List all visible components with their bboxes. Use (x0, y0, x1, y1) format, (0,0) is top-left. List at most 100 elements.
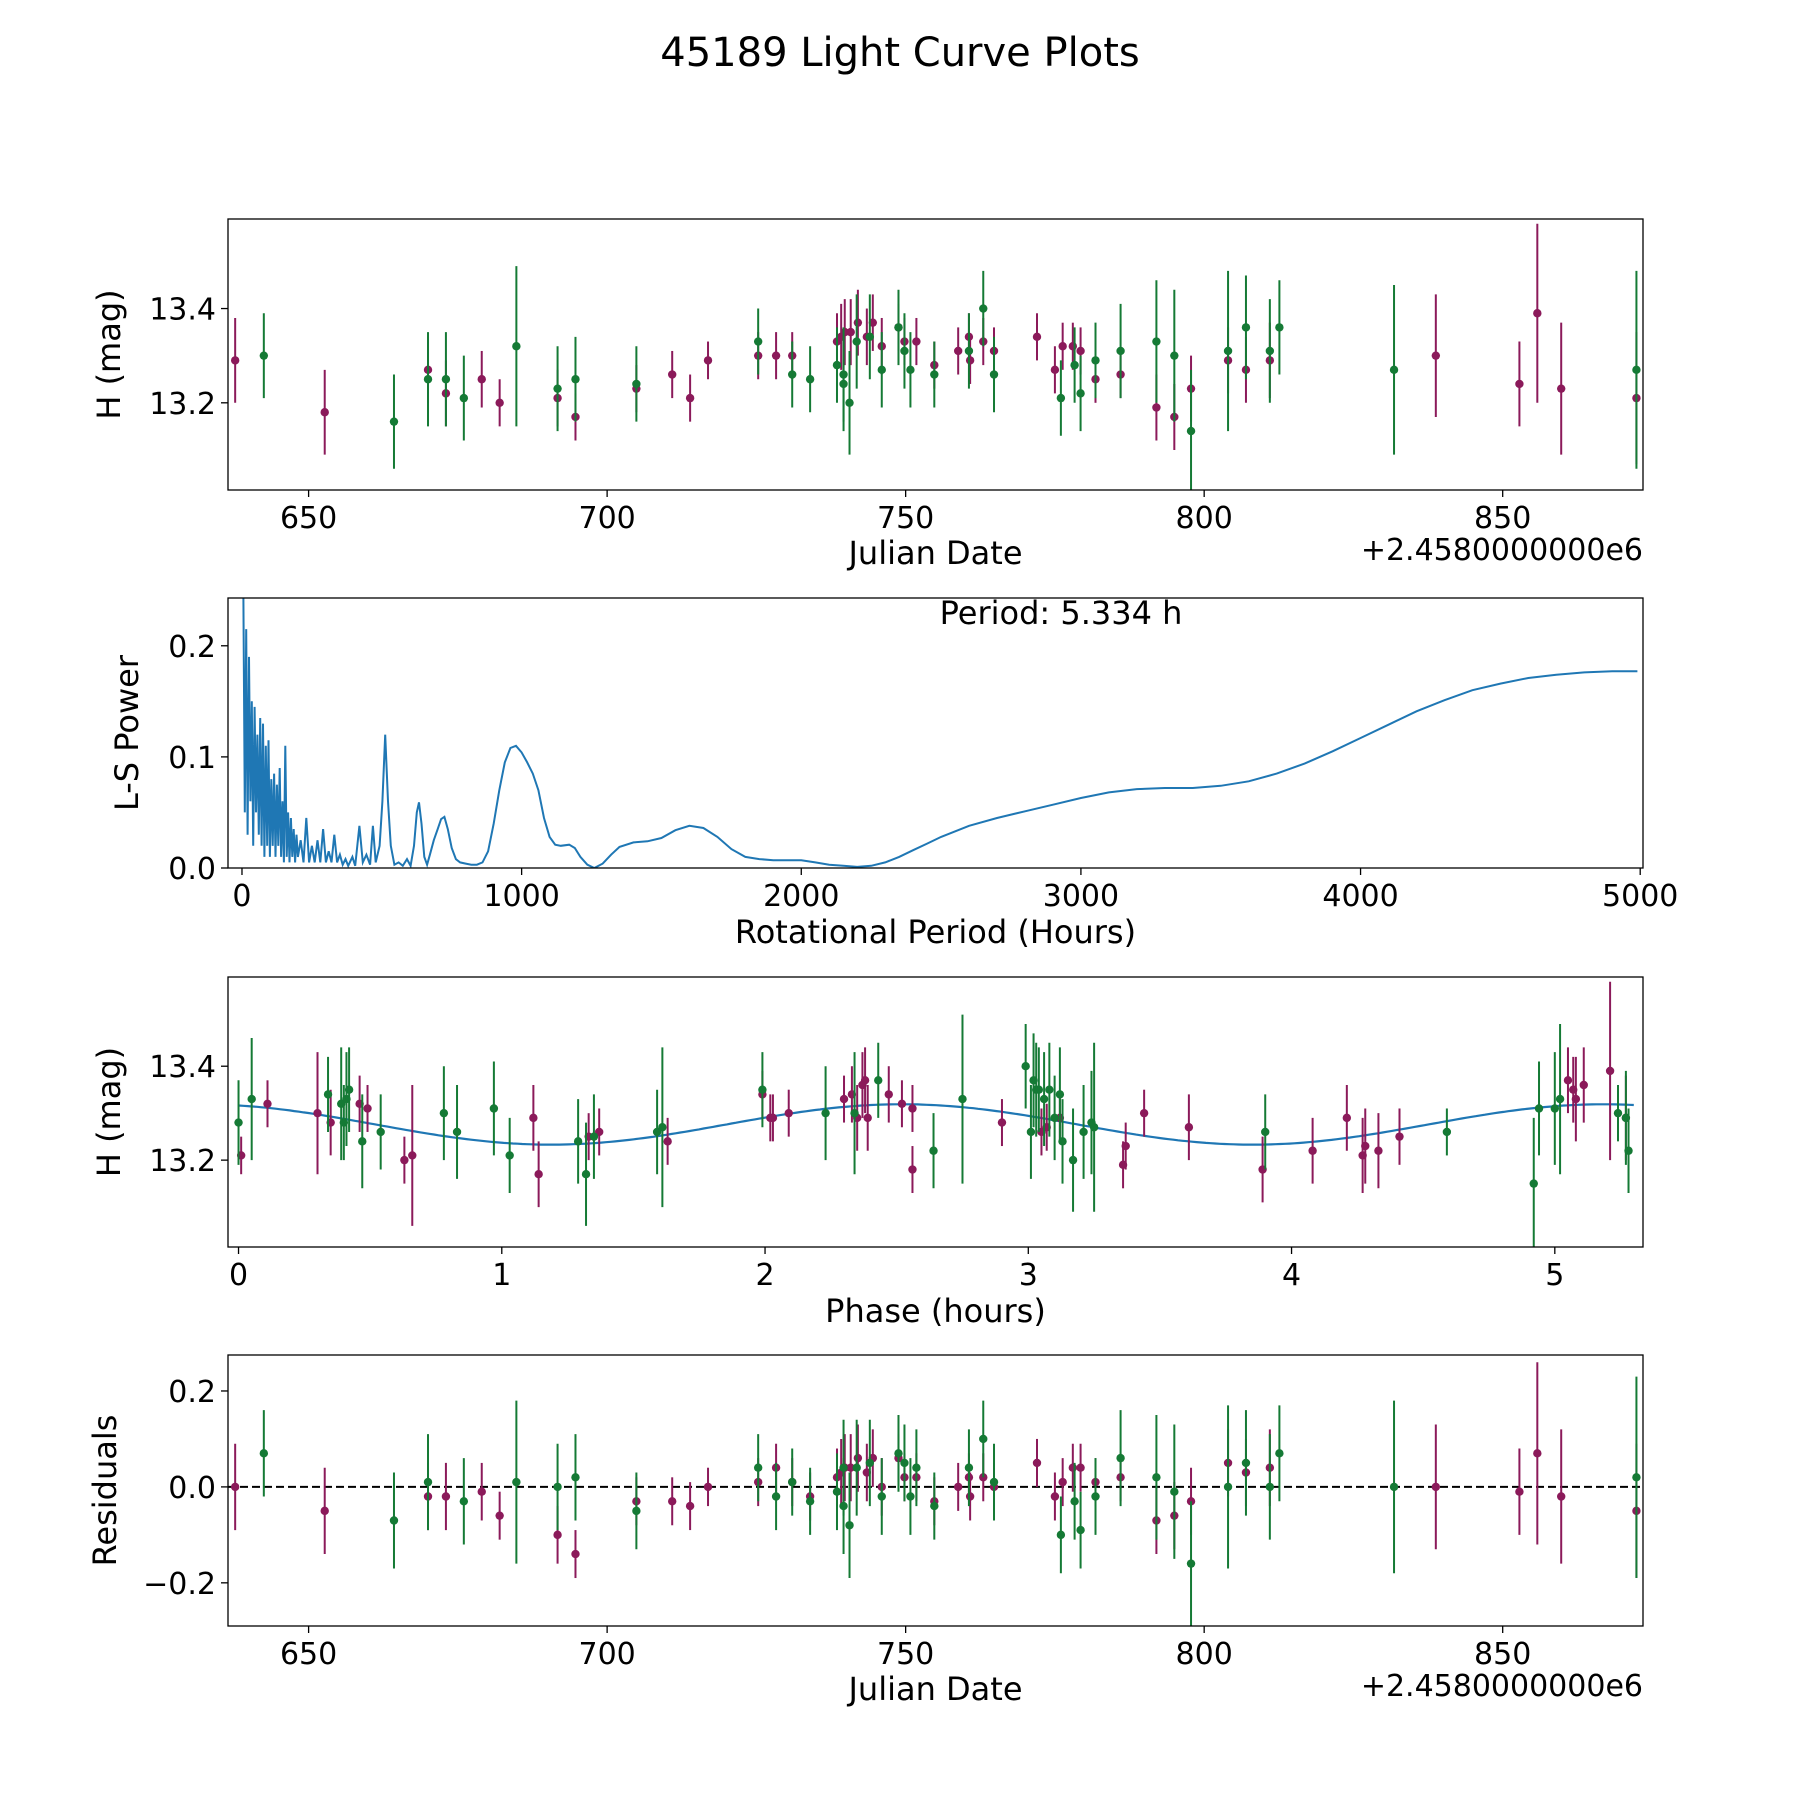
band_g-data-point (821, 1108, 830, 1118)
band_g-data-point (344, 1085, 354, 1094)
band_g-data-point (1039, 1094, 1049, 1104)
y-tick-label: 0.2 (168, 630, 216, 665)
band_g-data-point (788, 1477, 797, 1487)
band_r-data-point (1308, 1146, 1317, 1155)
band_g-data-point (1056, 393, 1066, 403)
band_g-data-point (850, 1108, 859, 1118)
band_g-data-point (389, 1516, 399, 1525)
band_g-data-point (832, 1487, 842, 1496)
band_g-data-point (1265, 346, 1275, 356)
band_g-data-point (877, 1492, 886, 1501)
band_g-data-point (1091, 1492, 1100, 1501)
x-axis-offset-text: +2.4580000000e6 (1361, 1669, 1643, 1704)
band_g-data-point (865, 332, 875, 342)
band_r-data-point (663, 1137, 672, 1146)
y-tick-label: 0.0 (168, 1471, 216, 1506)
band_r-data-point (408, 1151, 417, 1160)
band_r-data-point (1563, 1076, 1573, 1085)
band_r-data-point (1395, 1132, 1404, 1141)
band_r-data-point (908, 1104, 917, 1113)
band_g-data-point (1613, 1108, 1623, 1118)
x-tick-label: 4000 (1322, 879, 1398, 914)
band_r-data-point (1533, 1449, 1542, 1458)
band_r-data-point (1571, 1094, 1581, 1104)
band_g-data-point (877, 365, 886, 375)
band_g-data-point (906, 1492, 915, 1501)
band_g-data-point (964, 1463, 974, 1472)
band_g-data-point (964, 346, 974, 356)
band_r-data-point (1050, 365, 1060, 375)
x-tick-label: 0 (232, 879, 251, 914)
band_g-data-point (1534, 1104, 1544, 1113)
band_g-data-point (1550, 1104, 1560, 1113)
band_g-data-point (979, 304, 988, 313)
band_g-data-point (632, 1506, 641, 1516)
band_g-data-point (1079, 1127, 1088, 1137)
band_g-data-point (589, 1132, 599, 1141)
band_g-data-point (1389, 365, 1399, 375)
band_r-data-point (1361, 1141, 1370, 1151)
band_g-data-point (1045, 1085, 1054, 1094)
band_g-data-point (247, 1094, 256, 1104)
band_g-data-point (323, 1090, 333, 1099)
band_g-data-point (1055, 1090, 1065, 1099)
band_g-data-point (259, 1449, 269, 1458)
band_r-data-point (897, 1099, 907, 1108)
x-tick-label: 1000 (483, 879, 559, 914)
band_g-data-point (234, 1118, 243, 1127)
band_g-data-point (658, 1123, 667, 1132)
band_g-data-point (1241, 323, 1251, 332)
band_r-data-point (1605, 1066, 1615, 1076)
band_g-data-point (1261, 1127, 1270, 1137)
band_r-data-point (1032, 1458, 1042, 1468)
phased-plot: 0 1 2 3 4 5 13.2 13.4 Phase (hours) H (mag) (90, 976, 1644, 1330)
band_g-data-point (1170, 351, 1179, 360)
band_r-data-point (846, 327, 855, 337)
period-annotation: Period: 5.334 h (940, 594, 1183, 632)
band_g-data-point (979, 1434, 988, 1444)
x-tick-label: 800 (1176, 501, 1233, 536)
periodogram-axes-frame (227, 597, 1644, 869)
x-tick-label: 0 (229, 1258, 248, 1293)
band_r-data-point (400, 1155, 409, 1165)
band_r-data-point (784, 1108, 793, 1118)
x-axis-offset-text: +2.4580000000e6 (1361, 533, 1643, 568)
x-axis-label: Rotational Period (Hours) (735, 913, 1136, 951)
periodogram-data-layer (242, 598, 1638, 868)
band_r-data-point (1068, 342, 1078, 351)
band_g-data-point (989, 370, 999, 379)
figure-title: 45189 Light Curve Plots (660, 30, 1139, 76)
x-tick-label: 800 (1176, 1637, 1233, 1672)
band_g-data-point (632, 379, 641, 389)
y-tick-label: 13.2 (149, 387, 216, 422)
fit-curve (238, 1103, 1634, 1146)
band_g-data-point (930, 1501, 939, 1511)
band_r-data-point (853, 318, 863, 327)
band_r-data-point (1050, 1492, 1060, 1501)
band_g-data-point (1026, 1127, 1036, 1137)
band_r-data-point (685, 393, 695, 403)
band_g-data-point (1089, 1123, 1099, 1132)
band_r-data-point (953, 1482, 963, 1492)
band_r-data-point (534, 1170, 543, 1179)
x-tick-label: 5 (1545, 1258, 1564, 1293)
band_g-data-point (1555, 1094, 1565, 1104)
band_g-data-point (489, 1104, 499, 1113)
band_r-data-point (1557, 1492, 1566, 1501)
x-tick-label: 5000 (1602, 879, 1678, 914)
band_r-data-point (1076, 1463, 1085, 1472)
x-tick-label: 700 (578, 1637, 635, 1672)
band_g-data-point (1070, 1497, 1079, 1506)
phased-axes-frame (227, 976, 1644, 1248)
band_g-data-point (1076, 1525, 1085, 1535)
band_g-data-point (358, 1137, 367, 1146)
band_g-data-point (894, 323, 903, 332)
band_r-data-point (320, 408, 329, 417)
band_g-data-point (389, 417, 399, 426)
y-axis-label: Residuals (86, 1415, 124, 1567)
x-tick-label: 750 (877, 501, 934, 536)
band_g-data-point (1389, 1482, 1399, 1492)
band_r-data-point (1139, 1108, 1149, 1118)
band_r-data-point (908, 1165, 917, 1174)
